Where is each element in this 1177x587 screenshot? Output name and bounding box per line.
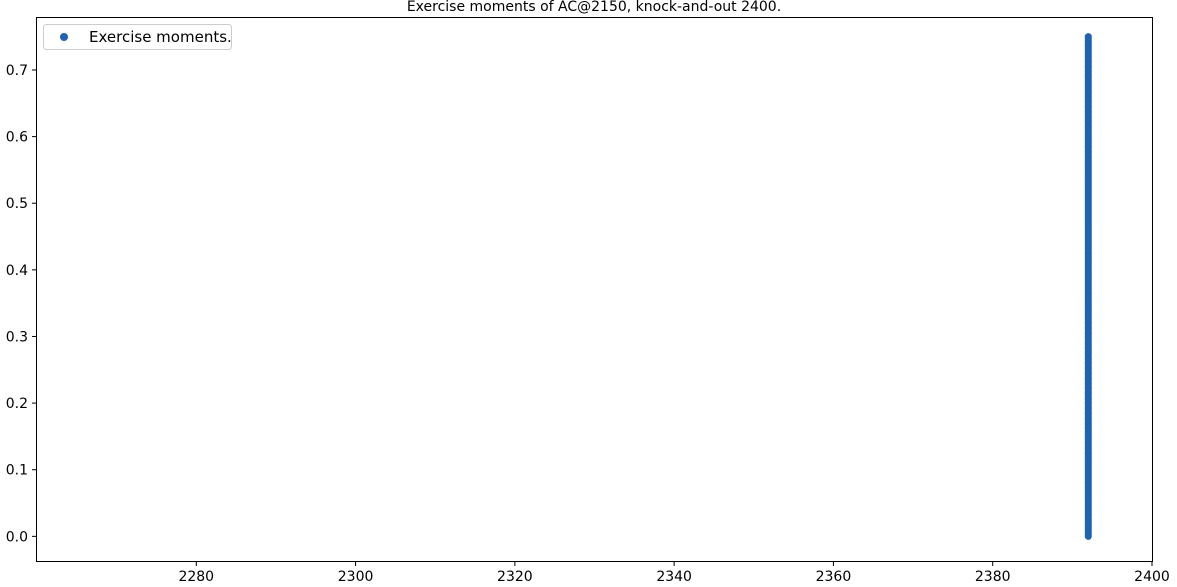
y-axis: 0.0 0.1 0.2 0.3 0.4 0.5 0.6 0.7 bbox=[6, 63, 37, 545]
y-tick-label: 0.3 bbox=[6, 329, 28, 345]
data-point bbox=[1084, 33, 1092, 41]
legend: Exercise moments. bbox=[43, 24, 232, 50]
x-axis: 2280 2300 2320 2340 2360 2380 2400 bbox=[178, 561, 1170, 585]
x-tick-label: 2320 bbox=[497, 569, 533, 585]
x-tick-label: 2380 bbox=[975, 569, 1011, 585]
legend-box bbox=[43, 24, 232, 50]
y-tick-label: 0.0 bbox=[6, 529, 28, 545]
y-tick-label: 0.7 bbox=[6, 63, 28, 79]
y-tick-label: 0.2 bbox=[6, 396, 28, 412]
x-tick-label: 2300 bbox=[338, 569, 374, 585]
y-tick-label: 0.5 bbox=[6, 196, 28, 212]
y-tick-label: 0.4 bbox=[6, 263, 28, 279]
legend-marker bbox=[60, 33, 68, 41]
x-tick-label: 2340 bbox=[656, 569, 692, 585]
y-tick-label: 0.6 bbox=[6, 130, 28, 146]
plot-area bbox=[36, 17, 1153, 562]
data-points bbox=[1084, 33, 1092, 540]
y-tick-label: 0.1 bbox=[6, 463, 28, 479]
legend-label: Exercise moments. bbox=[89, 28, 232, 46]
x-tick-label: 2280 bbox=[178, 569, 214, 585]
x-tick-label: 2360 bbox=[816, 569, 852, 585]
chart-title: Exercise moments of AC@2150, knock-and-o… bbox=[407, 0, 781, 15]
x-tick-label: 2400 bbox=[1134, 569, 1170, 585]
